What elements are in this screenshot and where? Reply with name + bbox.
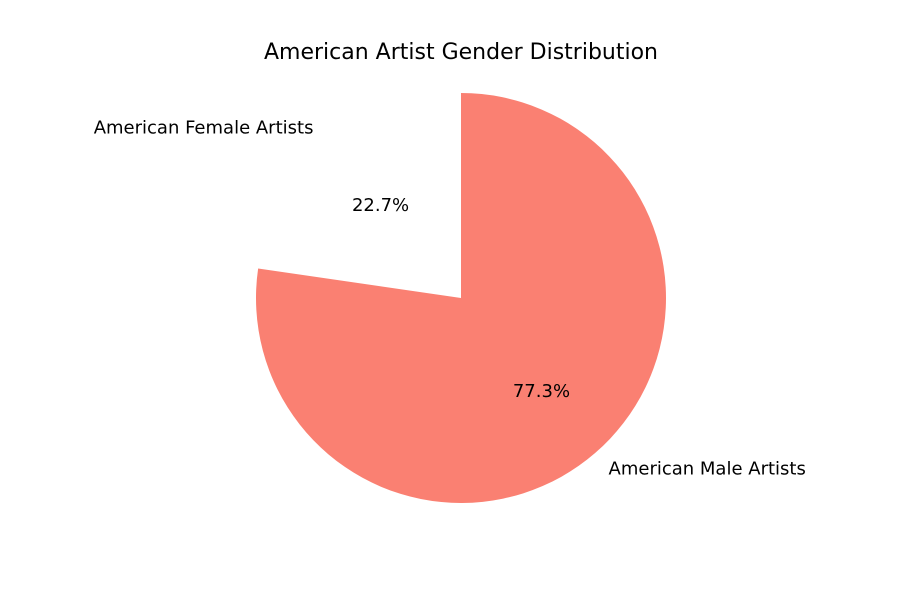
pie-slices (256, 93, 666, 504)
slice-label-male: American Male Artists (609, 459, 806, 480)
slice-label-female: American Female Artists (94, 117, 314, 138)
slice-percent-female: 22.7% (352, 195, 409, 216)
pie-labels: American Female Artists 22.7% American Mal… (94, 117, 806, 479)
pie-slice-male (256, 93, 666, 504)
slice-percent-male: 77.3% (513, 381, 570, 402)
pie-slice-female (258, 93, 461, 298)
chart-title: American Artist Gender Distribution (264, 40, 658, 65)
